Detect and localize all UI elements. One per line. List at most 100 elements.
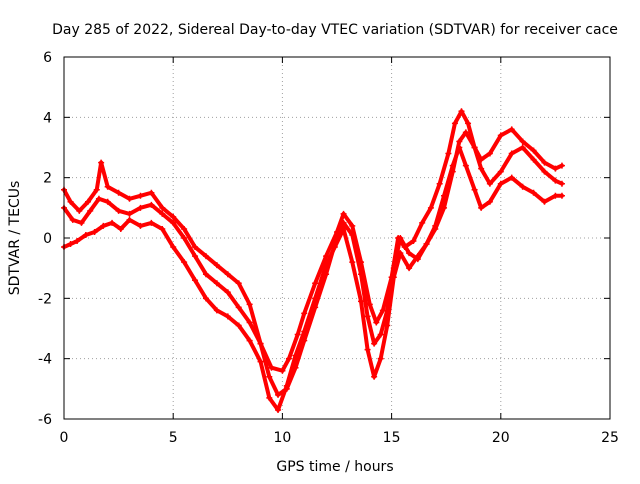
series-segment [437,151,451,186]
series-segment [225,272,241,286]
series-segment [542,193,558,204]
series-segment [433,193,447,228]
tick-layer: 0 5 10 15 20 25 -6 -4 -2 0 2 4 6 [38,50,619,446]
series-segment [359,260,372,307]
series-segment [160,205,176,219]
series-segment [457,145,468,168]
series-segment [531,190,547,204]
series-segment [236,323,252,343]
y-tick-label: 0 [43,231,52,247]
series-segment [365,347,377,379]
series-segment [359,272,370,319]
x-tick-label: 10 [273,430,291,446]
series-segment [127,217,143,228]
series-segment [203,296,219,313]
series-segment [463,163,477,192]
series-segment [332,226,346,250]
series-segment [509,175,525,189]
series-segment [293,329,307,358]
series-segment [359,299,370,352]
series-segment [415,242,429,259]
series-segment [214,281,230,295]
series-segment [193,245,208,259]
data-point [558,162,565,169]
series-segment [225,314,241,328]
x-tick-label: 15 [383,430,401,446]
series-segment [225,290,241,310]
series-segment [203,254,219,268]
chart-title: Day 285 of 2022, Sidereal Day-to-day VTE… [52,22,618,38]
series-segment [391,251,403,280]
series-segment [99,160,110,189]
series-segment [258,359,272,400]
series-segment [293,338,307,370]
series-segment [463,130,477,150]
series-segment [498,127,514,138]
series-segment [487,169,503,186]
series-segment [498,151,514,174]
series-segment [520,139,536,153]
x-axis-label: GPS time / hours [276,459,393,475]
series-segment [149,202,165,216]
series-segment [276,383,289,412]
series-segment [398,251,412,271]
series-segment [428,181,442,210]
series-segment [350,260,364,304]
series-segment [324,229,339,259]
series-segment [105,184,121,195]
y-axis-label: SDTVAR / TECUs [7,181,23,296]
series-segment [286,332,300,361]
series-segment [171,214,187,231]
series-segment [341,220,355,237]
series-segment [302,296,318,334]
series-segment [341,226,355,265]
series-segment [118,217,132,231]
series-segment [335,211,346,234]
series-segment [295,311,307,337]
series-segment [487,133,503,156]
series-segment [182,226,198,250]
series-segment [182,236,198,259]
series-segment [171,220,187,240]
y-tick-label: -6 [38,412,52,428]
x-tick-label: 25 [601,430,619,446]
series-segment [479,166,492,186]
series-segment [378,323,390,361]
series-segment [391,236,403,271]
series-segment [531,157,547,174]
series-segment [520,145,536,162]
series-segment [313,254,329,286]
series-segment [498,175,514,186]
series-segment [509,127,525,144]
series-segment [472,145,484,171]
series-segment [171,245,187,265]
series-segment [247,320,263,346]
series-segment [105,199,121,213]
series-segment [193,254,208,277]
series-segment [424,223,438,247]
series-segment [127,205,143,216]
y-tick-label: -2 [38,291,52,307]
series-segment [62,187,73,204]
series-segment [446,121,457,156]
series-segment [313,272,329,310]
series-segment [398,236,412,256]
series-segment [68,199,82,213]
data-point [558,180,565,187]
series-segment [236,305,252,325]
series-segment [472,187,484,210]
series-segment [193,278,208,301]
series-segment [149,190,165,210]
x-tick-label: 20 [492,430,510,446]
y-tick-label: -4 [38,352,52,368]
series-segment [372,356,383,379]
series-segment [247,338,263,364]
series-segment [407,254,420,271]
series-segment [378,308,390,337]
series-layer [61,108,565,413]
series-segment [459,109,471,126]
series-segment [374,308,385,325]
series-segment [302,305,318,343]
